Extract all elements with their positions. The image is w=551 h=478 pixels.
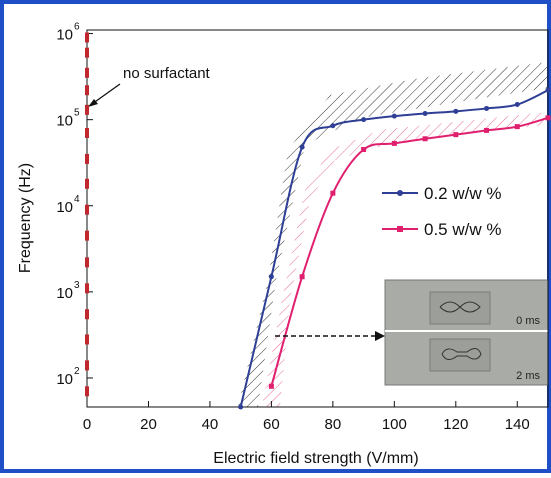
point bbox=[299, 144, 305, 150]
x-tick-label: 0 bbox=[83, 416, 91, 433]
point bbox=[514, 102, 520, 108]
point bbox=[545, 115, 551, 121]
point bbox=[391, 140, 397, 146]
point bbox=[238, 404, 244, 410]
no-surfactant-mark bbox=[85, 47, 89, 58]
legend-marker bbox=[397, 226, 403, 232]
x-tick-label: 80 bbox=[325, 416, 342, 433]
y-tick-exponent: 6 bbox=[74, 22, 80, 33]
inset-label: 2 ms bbox=[516, 370, 540, 382]
no-surfactant-mark bbox=[85, 230, 89, 241]
x-tick-label: 120 bbox=[443, 416, 468, 433]
x-tick-label: 140 bbox=[505, 416, 530, 433]
x-tick-label: 60 bbox=[263, 416, 280, 433]
x-tick-label: 40 bbox=[202, 416, 219, 433]
inset-chip bbox=[429, 291, 491, 325]
x-tick-label: 100 bbox=[382, 416, 407, 433]
y-tick-base: 10 bbox=[56, 27, 73, 44]
annotation-arrow bbox=[91, 83, 121, 105]
arrow-head bbox=[375, 331, 385, 341]
point bbox=[361, 147, 367, 153]
point bbox=[299, 274, 305, 280]
legend-label: 0.5 w/w % bbox=[424, 220, 501, 239]
inset-image: 0 ms 2 ms bbox=[384, 279, 549, 386]
no-surfactant-mark bbox=[85, 178, 89, 189]
series-line bbox=[239, 89, 549, 408]
y-tick-exponent: 5 bbox=[74, 108, 80, 119]
no-surfactant-mark bbox=[85, 32, 89, 43]
y-tick-label: 10 bbox=[56, 27, 73, 44]
y-tick-exponent: 2 bbox=[74, 366, 80, 377]
inset-drop bbox=[439, 301, 481, 313]
no-surfactant-mark bbox=[85, 104, 89, 115]
series-line bbox=[270, 116, 549, 387]
y-tick-label: 10 bbox=[56, 285, 73, 302]
point bbox=[484, 127, 490, 133]
inset-drop bbox=[441, 348, 482, 360]
inset-label: 0 ms bbox=[516, 315, 540, 327]
no-surfactant-mark bbox=[85, 85, 89, 96]
legend-marker bbox=[397, 190, 403, 196]
no-surfactant-mark bbox=[85, 257, 89, 268]
point bbox=[453, 108, 459, 114]
y-tick-base: 10 bbox=[56, 371, 73, 388]
y-tick-label: 10 bbox=[56, 113, 73, 130]
y-tick-exponent: 4 bbox=[74, 194, 80, 205]
no-surfactant-mark bbox=[85, 67, 89, 78]
point bbox=[391, 113, 397, 119]
plot-frame bbox=[86, 29, 549, 408]
point bbox=[422, 110, 428, 116]
point bbox=[453, 132, 459, 138]
y-axis-label: Frequency (Hz) bbox=[17, 163, 34, 273]
point bbox=[422, 136, 428, 142]
x-axis-label: Electric field strength (V/mm) bbox=[213, 450, 418, 467]
y-tick-base: 10 bbox=[56, 113, 73, 130]
y-tick-exponent: 3 bbox=[74, 280, 80, 291]
point bbox=[484, 105, 490, 111]
point bbox=[268, 383, 274, 389]
no-surfactant-mark bbox=[85, 283, 89, 294]
legend-label: 0.2 w/w % bbox=[424, 184, 501, 203]
no-surfactant-mark bbox=[85, 309, 89, 320]
y-tick-label: 10 bbox=[56, 199, 73, 216]
annotation: no surfactant bbox=[123, 65, 211, 82]
point bbox=[361, 117, 367, 123]
y-tick-base: 10 bbox=[56, 199, 73, 216]
y-tick-label: 10 bbox=[56, 371, 73, 388]
annotation-arrow-head bbox=[88, 99, 98, 107]
no-surfactant-mark bbox=[85, 128, 89, 139]
x-tick-label: 20 bbox=[140, 416, 157, 433]
no-surfactant-mark bbox=[85, 153, 89, 164]
no-surfactant-mark bbox=[85, 386, 89, 397]
no-surfactant-mark bbox=[85, 334, 89, 345]
point bbox=[545, 87, 551, 93]
y-tick-base: 10 bbox=[56, 285, 73, 302]
no-surfactant-mark bbox=[85, 204, 89, 215]
no-surfactant-mark bbox=[85, 360, 89, 371]
point bbox=[330, 123, 336, 129]
point bbox=[268, 274, 274, 280]
point bbox=[330, 190, 336, 196]
point bbox=[514, 124, 520, 130]
